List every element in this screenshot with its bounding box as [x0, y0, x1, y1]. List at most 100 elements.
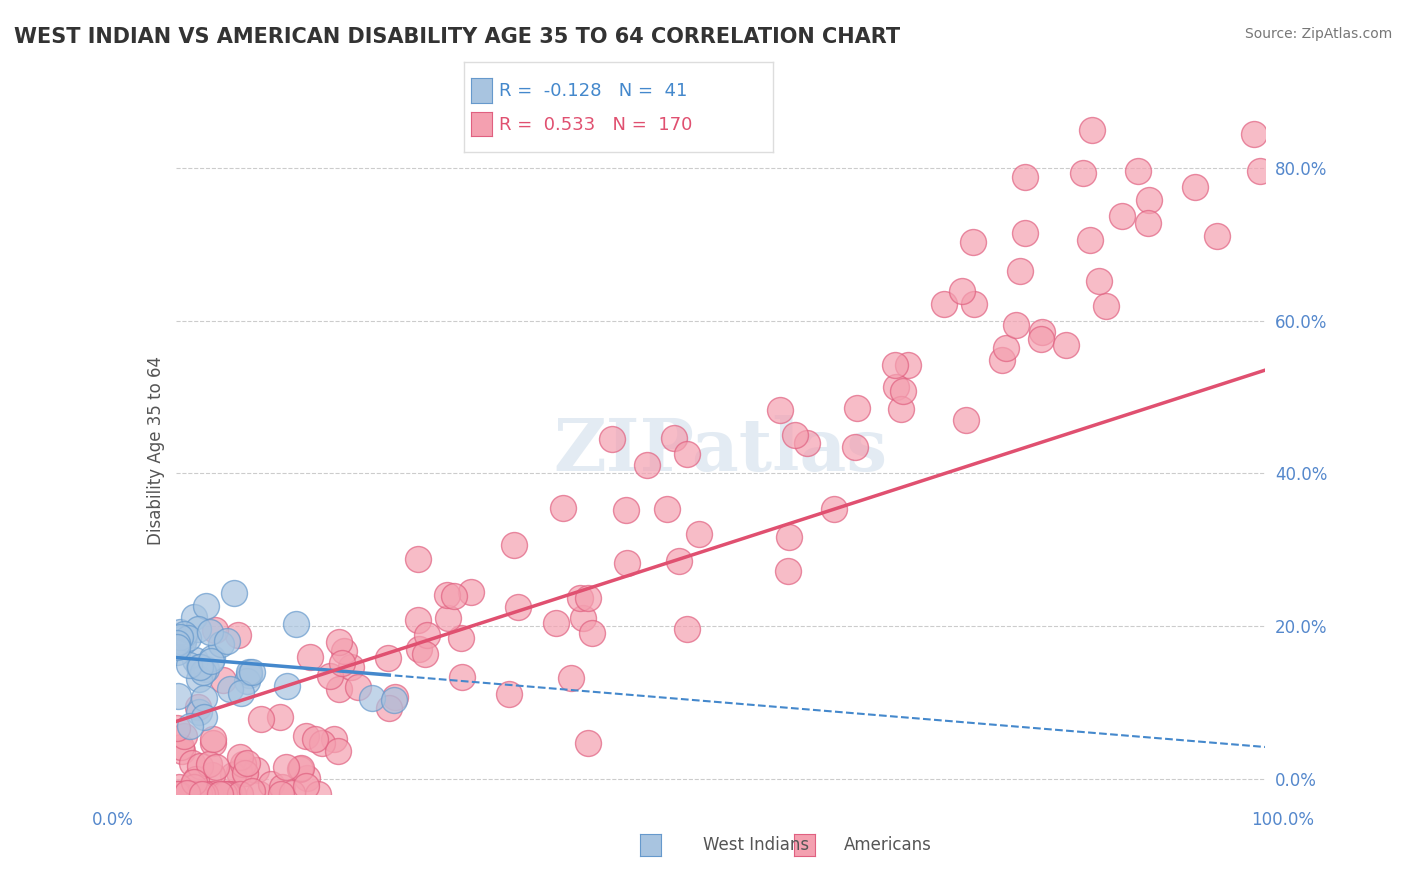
Point: [406, 552, 429, 566]
Point: [222, 787, 245, 801]
Point: [553, 500, 575, 515]
Point: [776, 564, 799, 578]
Point: [330, 656, 353, 670]
Point: [167, 689, 190, 703]
Point: [443, 590, 465, 604]
Point: [190, 787, 212, 801]
Text: 100.0%: 100.0%: [1251, 811, 1315, 829]
Text: Americans: Americans: [844, 836, 932, 854]
Point: [173, 630, 195, 644]
Point: [450, 631, 472, 645]
Point: [962, 235, 984, 249]
Point: [231, 686, 253, 700]
Point: [326, 744, 349, 758]
Point: [1087, 274, 1109, 288]
Point: [240, 665, 263, 679]
Point: [222, 787, 245, 801]
Point: [166, 787, 188, 801]
Point: [347, 680, 370, 694]
Point: [233, 766, 256, 780]
Point: [204, 624, 226, 638]
Point: [676, 622, 699, 636]
Point: [194, 787, 217, 801]
Point: [249, 712, 271, 726]
Point: [311, 736, 333, 750]
Point: [769, 403, 792, 417]
Point: [676, 447, 699, 461]
Point: [1071, 166, 1094, 180]
Point: [232, 757, 254, 772]
Point: [297, 771, 319, 785]
Point: [883, 358, 905, 372]
Point: [295, 779, 318, 793]
Point: [413, 647, 436, 661]
Point: [193, 710, 215, 724]
Point: [1094, 299, 1116, 313]
Point: [247, 787, 270, 801]
Point: [245, 763, 267, 777]
Point: [995, 342, 1018, 356]
Point: [1249, 164, 1271, 178]
Point: [662, 431, 685, 445]
Point: [183, 610, 205, 624]
Point: [166, 645, 188, 659]
Point: [186, 772, 208, 786]
Point: [212, 673, 235, 688]
Point: [963, 297, 986, 311]
Point: [576, 591, 599, 605]
Point: [179, 719, 201, 733]
Point: [270, 780, 292, 794]
Point: [897, 359, 920, 373]
Point: [194, 787, 217, 801]
Point: [188, 787, 211, 801]
Point: [170, 787, 193, 801]
Point: [602, 432, 624, 446]
Point: [179, 787, 201, 801]
Point: [176, 787, 198, 801]
Point: [1137, 216, 1160, 230]
Point: [201, 787, 224, 801]
Text: WEST INDIAN VS AMERICAN DISABILITY AGE 35 TO 64 CORRELATION CHART: WEST INDIAN VS AMERICAN DISABILITY AGE 3…: [14, 27, 900, 46]
Point: [437, 611, 460, 625]
Point: [1031, 325, 1053, 339]
Point: [260, 777, 283, 791]
Point: [187, 622, 209, 636]
Point: [572, 611, 595, 625]
Point: [360, 691, 382, 706]
Point: [197, 787, 219, 801]
Point: [304, 731, 326, 746]
Point: [184, 652, 207, 666]
Point: [288, 762, 311, 776]
Point: [193, 690, 215, 705]
Point: [1243, 127, 1265, 141]
Point: [1014, 169, 1036, 184]
Point: [169, 787, 191, 801]
Point: [180, 779, 202, 793]
Point: [668, 554, 690, 568]
Point: [319, 669, 342, 683]
Point: [166, 636, 188, 650]
Point: [235, 673, 257, 688]
Point: [845, 401, 868, 415]
Point: [188, 672, 211, 686]
Point: [269, 710, 291, 724]
Text: Source: ZipAtlas.com: Source: ZipAtlas.com: [1244, 27, 1392, 41]
Point: [166, 787, 188, 801]
Point: [209, 787, 232, 801]
Point: [212, 787, 235, 801]
Point: [498, 687, 520, 701]
Point: [172, 635, 194, 649]
Point: [198, 787, 221, 801]
Point: [222, 586, 245, 600]
Point: [1005, 318, 1028, 333]
Point: [416, 628, 439, 642]
Point: [187, 700, 209, 714]
Point: [193, 665, 215, 680]
Point: [274, 760, 297, 774]
Point: [190, 660, 212, 674]
Point: [204, 787, 226, 801]
Point: [190, 787, 212, 801]
Point: [174, 787, 197, 801]
Point: [377, 651, 399, 665]
Point: [323, 732, 346, 747]
